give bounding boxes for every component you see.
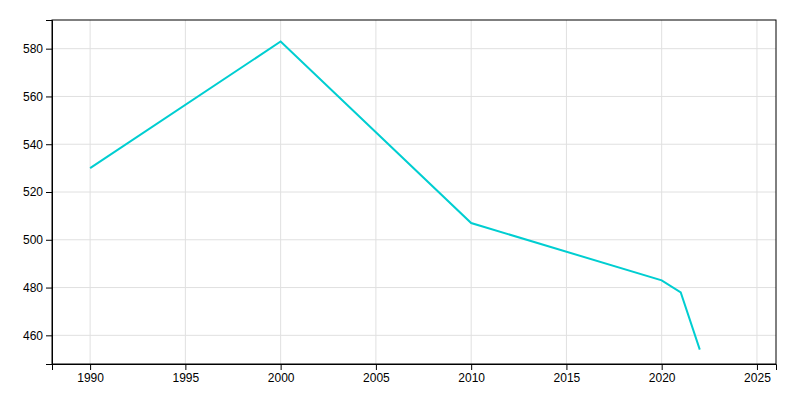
y-grid-line	[52, 96, 776, 97]
x-tick-label: 2005	[363, 371, 390, 385]
x-tick: 2010	[458, 364, 485, 385]
y-axis-line	[46, 21, 53, 365]
x-tick-mark	[281, 364, 282, 370]
x-tick: 2025	[744, 364, 771, 385]
y-tick-label: 480	[23, 281, 43, 295]
y-tick-mark	[46, 240, 52, 241]
x-tick-mark	[90, 364, 91, 370]
y-tick-mark	[46, 49, 52, 50]
y-tick-label: 500	[23, 233, 43, 247]
y-tick-label: 540	[23, 138, 43, 152]
y-grid-line	[52, 335, 776, 336]
y-tick-label: 460	[23, 329, 43, 343]
chart-svg: 1990 1995 2000 2005 2010 2015 2020 2025 460 480 50…	[0, 0, 800, 400]
y-tick-mark	[46, 288, 52, 289]
x-tick-label: 2025	[744, 371, 771, 385]
y-tick-mark	[46, 96, 52, 97]
y-tick-mark	[46, 144, 52, 145]
y-tick-label: 560	[23, 90, 43, 104]
y-tick: 520	[23, 185, 52, 199]
x-tick-mark	[376, 364, 377, 370]
x-tick-label: 1995	[173, 371, 200, 385]
x-tick: 2005	[363, 364, 390, 385]
x-tick-mark	[471, 364, 472, 370]
y-tick-mark	[46, 335, 52, 336]
x-tick: 1995	[173, 364, 200, 385]
y-tick: 580	[23, 42, 52, 56]
grid	[52, 20, 776, 364]
x-tick-label: 2000	[268, 371, 295, 385]
x-tick-label: 2010	[458, 371, 485, 385]
x-tick-mark	[662, 364, 663, 370]
y-tick-label: 520	[23, 185, 43, 199]
x-tick-mark	[757, 364, 758, 370]
data-line	[90, 42, 700, 350]
y-grid-line	[52, 287, 776, 288]
x-axis: 1990 1995 2000 2005 2010 2015 2020 2025	[53, 364, 777, 385]
y-tick: 480	[23, 281, 52, 295]
chart-container: 1990 1995 2000 2005 2010 2015 2020 2025 460 480 50…	[0, 0, 800, 400]
x-tick: 1990	[77, 364, 104, 385]
x-tick: 2000	[268, 364, 295, 385]
y-axis: 460 480 500 520 540 560 580	[23, 21, 53, 365]
y-tick: 500	[23, 233, 52, 247]
y-tick: 460	[23, 329, 52, 343]
x-tick-label: 1990	[77, 371, 104, 385]
y-grid-line	[52, 48, 776, 49]
x-tick-mark	[566, 364, 567, 370]
plot-frame	[52, 20, 776, 364]
y-tick-mark	[46, 192, 52, 193]
y-tick: 540	[23, 138, 52, 152]
y-tick: 560	[23, 90, 52, 104]
x-tick-mark	[185, 364, 186, 370]
marks	[90, 42, 700, 350]
plot-area: 1990 1995 2000 2005 2010 2015 2020 2025 460 480 50…	[23, 20, 777, 385]
x-tick-label: 2020	[649, 371, 676, 385]
x-axis-line	[53, 365, 777, 371]
x-tick: 2020	[649, 364, 676, 385]
y-grid-line	[52, 144, 776, 145]
x-tick-label: 2015	[554, 371, 581, 385]
y-tick-label: 580	[23, 42, 43, 56]
y-grid-line	[52, 192, 776, 193]
y-grid-line	[52, 239, 776, 240]
x-tick: 2015	[554, 364, 581, 385]
